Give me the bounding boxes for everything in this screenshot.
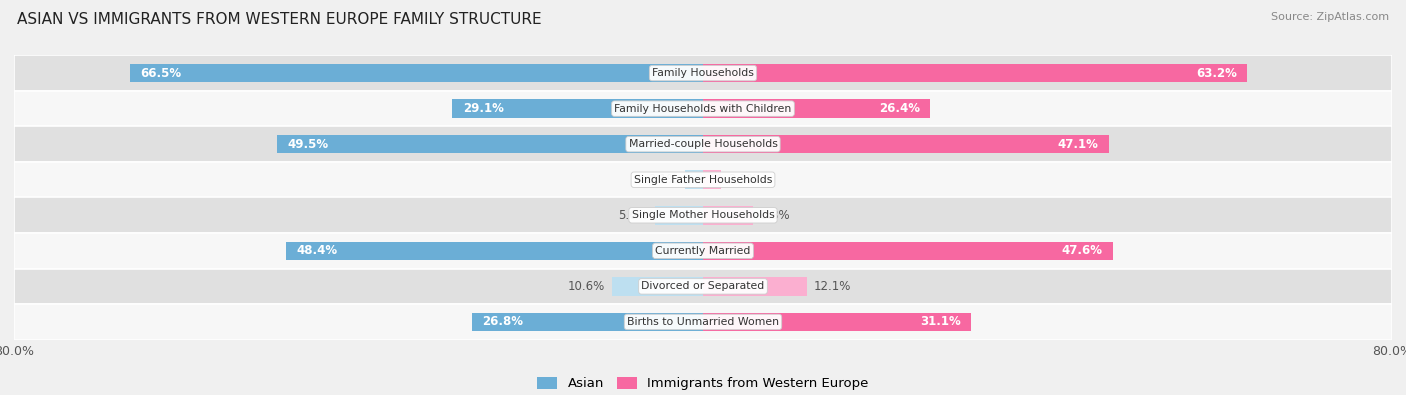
Text: 5.6%: 5.6%: [619, 209, 648, 222]
Bar: [703, 171, 721, 189]
Text: 63.2%: 63.2%: [1197, 67, 1237, 79]
Bar: [14, 91, 1392, 126]
Bar: [703, 100, 931, 118]
Text: ASIAN VS IMMIGRANTS FROM WESTERN EUROPE FAMILY STRUCTURE: ASIAN VS IMMIGRANTS FROM WESTERN EUROPE …: [17, 12, 541, 27]
Text: Single Father Households: Single Father Households: [634, 175, 772, 185]
Bar: [703, 135, 1108, 153]
Bar: [472, 313, 703, 331]
Text: 47.6%: 47.6%: [1062, 245, 1102, 257]
Bar: [14, 233, 1392, 269]
Bar: [14, 162, 1392, 198]
Text: 5.8%: 5.8%: [759, 209, 789, 222]
Text: 26.8%: 26.8%: [482, 316, 523, 328]
Bar: [453, 100, 703, 118]
Text: 48.4%: 48.4%: [297, 245, 337, 257]
Text: Currently Married: Currently Married: [655, 246, 751, 256]
Text: 2.1%: 2.1%: [728, 173, 758, 186]
Bar: [612, 277, 703, 295]
Bar: [703, 206, 754, 224]
Bar: [703, 242, 1114, 260]
Text: 66.5%: 66.5%: [141, 67, 181, 79]
Bar: [14, 304, 1392, 340]
Bar: [703, 313, 970, 331]
Bar: [14, 198, 1392, 233]
Text: Single Mother Households: Single Mother Households: [631, 210, 775, 220]
Text: 26.4%: 26.4%: [879, 102, 920, 115]
Bar: [287, 242, 703, 260]
Bar: [703, 277, 807, 295]
Text: 31.1%: 31.1%: [920, 316, 960, 328]
Text: Family Households with Children: Family Households with Children: [614, 103, 792, 114]
Text: 49.5%: 49.5%: [287, 138, 328, 150]
Bar: [131, 64, 703, 82]
Text: Married-couple Households: Married-couple Households: [628, 139, 778, 149]
Text: Family Households: Family Households: [652, 68, 754, 78]
Text: 2.1%: 2.1%: [648, 173, 678, 186]
Text: Births to Unmarried Women: Births to Unmarried Women: [627, 317, 779, 327]
Text: 12.1%: 12.1%: [814, 280, 852, 293]
Bar: [655, 206, 703, 224]
Text: 47.1%: 47.1%: [1057, 138, 1098, 150]
Bar: [703, 64, 1247, 82]
Legend: Asian, Immigrants from Western Europe: Asian, Immigrants from Western Europe: [531, 372, 875, 395]
Text: 10.6%: 10.6%: [568, 280, 605, 293]
Bar: [685, 171, 703, 189]
Text: Divorced or Separated: Divorced or Separated: [641, 281, 765, 292]
Bar: [14, 269, 1392, 304]
Text: 29.1%: 29.1%: [463, 102, 503, 115]
Bar: [277, 135, 703, 153]
Bar: [14, 55, 1392, 91]
Text: Source: ZipAtlas.com: Source: ZipAtlas.com: [1271, 12, 1389, 22]
Bar: [14, 126, 1392, 162]
